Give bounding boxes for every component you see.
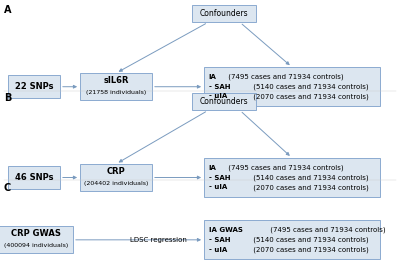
FancyBboxPatch shape: [8, 166, 60, 189]
FancyBboxPatch shape: [80, 73, 152, 100]
Text: - SAH: - SAH: [209, 237, 230, 243]
Text: IA: IA: [209, 74, 217, 80]
Text: LDSC regression: LDSC regression: [130, 237, 186, 243]
Text: (400094 individuals): (400094 individuals): [4, 243, 68, 248]
Text: (5140 cases and 71934 controls): (5140 cases and 71934 controls): [251, 83, 368, 90]
Text: (204402 individuals): (204402 individuals): [84, 181, 148, 186]
Text: (7495 cases and 71934 controls): (7495 cases and 71934 controls): [268, 227, 385, 233]
Text: IA GWAS: IA GWAS: [209, 227, 243, 233]
Text: Confounders: Confounders: [200, 97, 248, 106]
Text: (2070 cases and 71934 controls): (2070 cases and 71934 controls): [251, 184, 368, 191]
Text: - uIA: - uIA: [209, 93, 227, 99]
Text: sIL6R: sIL6R: [103, 76, 129, 85]
Text: A: A: [4, 5, 12, 15]
Text: (5140 cases and 71934 controls): (5140 cases and 71934 controls): [251, 237, 368, 243]
Text: (7495 cases and 71934 controls): (7495 cases and 71934 controls): [226, 74, 343, 80]
Text: - SAH: - SAH: [209, 175, 230, 180]
FancyBboxPatch shape: [80, 164, 152, 191]
FancyBboxPatch shape: [192, 93, 256, 111]
Text: - uIA: - uIA: [209, 184, 227, 190]
Text: (21758 individuals): (21758 individuals): [86, 90, 146, 95]
Text: (2070 cases and 71934 controls): (2070 cases and 71934 controls): [251, 93, 368, 100]
Text: (5140 cases and 71934 controls): (5140 cases and 71934 controls): [251, 174, 368, 181]
FancyBboxPatch shape: [204, 67, 380, 106]
FancyBboxPatch shape: [192, 5, 256, 22]
Text: IA: IA: [209, 165, 217, 171]
Text: (2070 cases and 71934 controls): (2070 cases and 71934 controls): [251, 246, 368, 253]
FancyBboxPatch shape: [8, 75, 60, 98]
Text: (7495 cases and 71934 controls): (7495 cases and 71934 controls): [226, 164, 343, 171]
Text: CRP GWAS: CRP GWAS: [11, 229, 61, 238]
Text: - SAH: - SAH: [209, 84, 230, 90]
FancyBboxPatch shape: [204, 220, 380, 260]
Text: CRP: CRP: [107, 167, 125, 176]
FancyBboxPatch shape: [204, 158, 380, 197]
Text: 22 SNPs: 22 SNPs: [15, 82, 53, 91]
Text: B: B: [4, 93, 11, 104]
Text: Confounders: Confounders: [200, 9, 248, 18]
FancyBboxPatch shape: [0, 226, 73, 253]
Text: - uIA: - uIA: [209, 247, 227, 253]
Text: 46 SNPs: 46 SNPs: [15, 173, 53, 182]
Text: C: C: [4, 183, 11, 193]
